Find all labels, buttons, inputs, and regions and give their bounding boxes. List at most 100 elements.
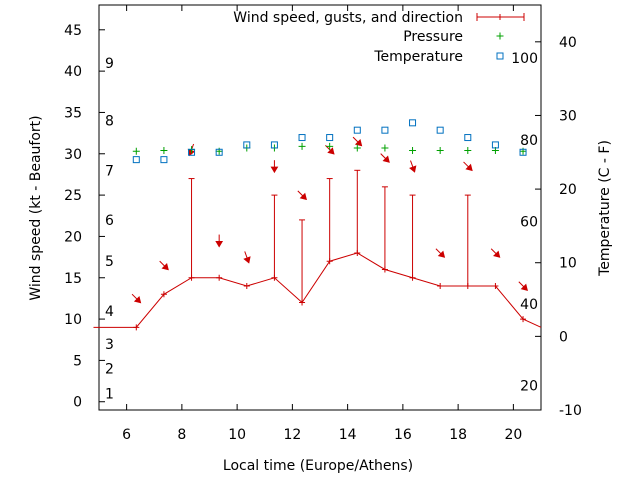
arrow-head (409, 165, 417, 173)
pressure-point (353, 144, 361, 152)
y-tick-label: 30 (64, 147, 82, 163)
x-tick-label: 10 (228, 427, 246, 443)
fahrenheit-label: 60 (520, 214, 538, 230)
pressure-point (464, 146, 472, 154)
x-axis-label: Local time (Europe/Athens) (223, 458, 413, 474)
temperature-point (160, 156, 168, 164)
temperature-point (353, 126, 361, 134)
y2-tick-label: 30 (559, 108, 577, 124)
arrow-head (520, 283, 528, 291)
beaufort-label: 9 (105, 56, 114, 72)
arrow-head (465, 163, 473, 172)
x-tick-label: 16 (394, 427, 412, 443)
x-tick-label: 20 (504, 427, 522, 443)
x-tick-label: 12 (283, 427, 301, 443)
y-tick-label: 5 (73, 353, 82, 369)
y-tick-label: 45 (64, 23, 82, 39)
wind-point (437, 283, 444, 290)
legend-label-wind: Wind speed, gusts, and direction (233, 10, 463, 26)
x-tick-label: 18 (449, 427, 467, 443)
temperature-point (188, 148, 196, 156)
beaufort-label: 6 (105, 213, 114, 229)
temperature-point (298, 134, 306, 142)
arrow-head (354, 138, 363, 147)
temperature-point (381, 126, 389, 134)
pressure-point (160, 146, 168, 154)
y-tick-label: 15 (64, 271, 82, 287)
wind-direction-arrow (131, 293, 142, 304)
arrow-head (299, 192, 307, 201)
wind-speed-line (93, 252, 542, 328)
legend-sample-pressure (496, 32, 504, 40)
y-tick-label: 35 (64, 105, 82, 121)
x-tick-label: 6 (122, 427, 131, 443)
pressure-point (381, 144, 389, 152)
wind-direction-arrow (435, 248, 446, 258)
beaufort-label: 1 (105, 386, 114, 402)
wind-point (133, 324, 140, 331)
wind-direction-arrow (352, 136, 363, 147)
legend-label-pressure: Pressure (403, 29, 463, 45)
arrow-head (270, 166, 279, 174)
pressure-point (298, 142, 306, 150)
temperature-point (326, 134, 334, 142)
temperature-point (519, 148, 527, 156)
temperature-point (243, 141, 251, 149)
pressure-point (326, 142, 334, 150)
wind-direction-arrow (297, 190, 307, 201)
y-tick-label: 10 (64, 312, 82, 328)
beaufort-label: 8 (105, 114, 114, 130)
wind-point (520, 316, 527, 323)
fahrenheit-label: 40 (520, 297, 538, 313)
temperature-point (270, 141, 278, 149)
y2-tick-label: 20 (559, 182, 577, 198)
beaufort-label: 2 (105, 362, 114, 378)
legend-sample-temperature (496, 52, 504, 60)
wind-direction-arrow (243, 251, 251, 264)
y2-tick-label: 0 (559, 329, 568, 345)
y2-tick-label: 10 (559, 256, 577, 272)
axis-ticks: 6 8 10 12 14 16 18 20051015202530354045-1001020… (64, 5, 582, 443)
x-tick-label: 8 (177, 427, 186, 443)
y-tick-label: 40 (64, 64, 82, 80)
wind-direction-arrow (490, 248, 501, 258)
wind-direction-arrow (380, 153, 390, 163)
arrow-head (161, 262, 169, 271)
data-marks (93, 119, 542, 331)
fahrenheit-label: 100 (511, 51, 538, 67)
wind-direction-arrow (215, 234, 224, 248)
pressure-point (436, 146, 444, 154)
temperature-point (436, 126, 444, 134)
x-tick-label: 14 (339, 427, 357, 443)
temperature-point (132, 156, 140, 164)
wind-direction-arrow (270, 160, 279, 174)
wind-direction-arrow (159, 260, 169, 271)
pressure-point (132, 147, 140, 155)
wind-point (160, 291, 167, 298)
y-axis-label: Wind speed (kt - Beaufort) (28, 115, 44, 300)
wind-point (216, 274, 223, 281)
temperature-point (464, 134, 472, 142)
legend: Wind speed, gusts, and direction Pressur… (233, 10, 525, 65)
y-tick-label: 25 (64, 188, 82, 204)
temperature-point (409, 119, 417, 127)
arrow-head (327, 147, 335, 155)
y2-tick-label: -10 (559, 403, 582, 419)
temperature-point (215, 148, 223, 156)
arrow-head (437, 250, 446, 258)
arrow-head (493, 250, 501, 258)
pressure-point (409, 146, 417, 154)
beaufort-label: 3 (105, 337, 114, 353)
arrow-head (243, 256, 251, 264)
wind-direction-arrow (463, 161, 473, 172)
arrow-head (382, 155, 390, 163)
y-tick-label: 20 (64, 229, 82, 245)
beaufort-label: 7 (105, 163, 114, 179)
scale-labels: 1 2 3 4 5 6 7 8 9 20 40 60 80 100 (105, 51, 538, 402)
temperature-point (491, 141, 499, 149)
wind-point (243, 283, 250, 290)
arrow-head (215, 241, 224, 248)
y-tick-label: 0 (73, 395, 82, 411)
y2-axis-label: Temperature (C - F) (597, 140, 613, 277)
